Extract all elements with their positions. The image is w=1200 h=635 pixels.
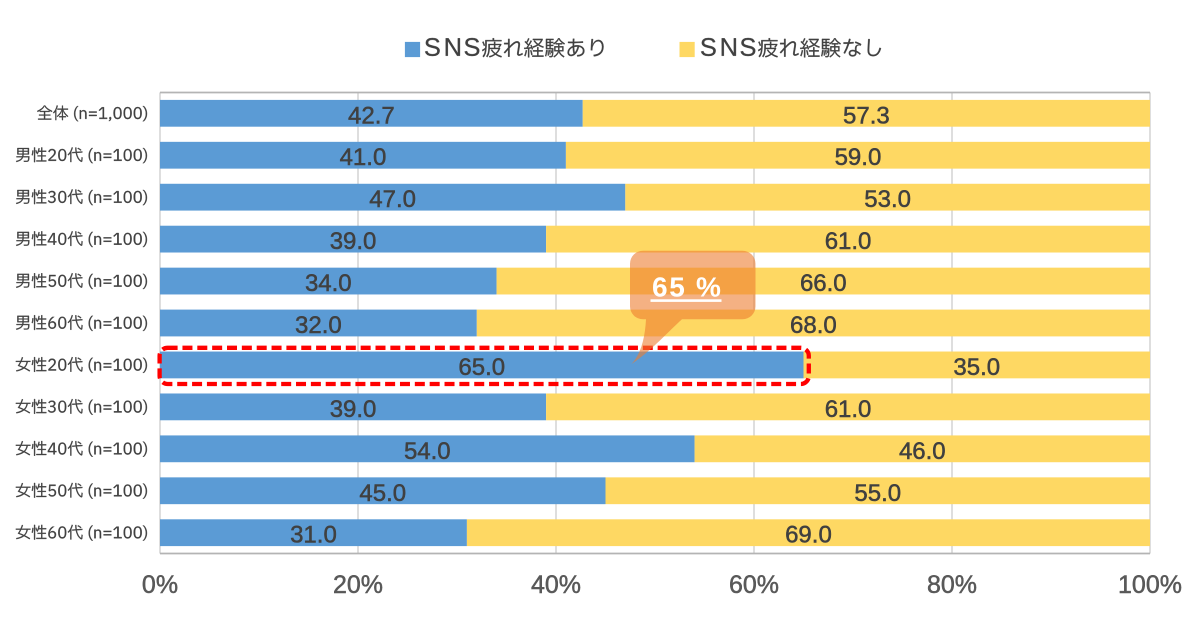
svg-text:32.0: 32.0	[295, 312, 342, 339]
svg-text:66.0: 66.0	[800, 270, 847, 297]
svg-text:47.0: 47.0	[369, 186, 416, 213]
svg-text:55.0: 55.0	[854, 480, 901, 507]
svg-text:59.0: 59.0	[835, 144, 882, 171]
svg-text:80%: 80%	[927, 571, 977, 599]
svg-text:0%: 0%	[142, 571, 178, 599]
svg-text:31.0: 31.0	[290, 522, 337, 549]
svg-text:35.0: 35.0	[953, 354, 1000, 381]
svg-text:60%: 60%	[729, 571, 779, 599]
svg-text:34.0: 34.0	[305, 270, 352, 297]
svg-text:46.0: 46.0	[899, 438, 946, 465]
svg-text:65.0: 65.0	[458, 354, 505, 381]
svg-text:41.0: 41.0	[340, 144, 387, 171]
svg-text:69.0: 69.0	[785, 522, 832, 549]
svg-text:45.0: 45.0	[359, 480, 406, 507]
svg-text:40%: 40%	[531, 571, 581, 599]
svg-text:39.0: 39.0	[330, 228, 377, 255]
svg-text:42.7: 42.7	[348, 102, 395, 129]
svg-text:61.0: 61.0	[825, 228, 872, 255]
svg-text:100%: 100%	[1118, 571, 1182, 599]
svg-text:54.0: 54.0	[404, 438, 451, 465]
svg-text:39.0: 39.0	[330, 396, 377, 423]
svg-text:65 %: 65 %	[652, 272, 723, 303]
svg-text:53.0: 53.0	[864, 186, 911, 213]
svg-text:61.0: 61.0	[825, 396, 872, 423]
svg-text:57.3: 57.3	[843, 102, 890, 129]
svg-text:20%: 20%	[333, 571, 383, 599]
svg-text:68.0: 68.0	[790, 312, 837, 339]
